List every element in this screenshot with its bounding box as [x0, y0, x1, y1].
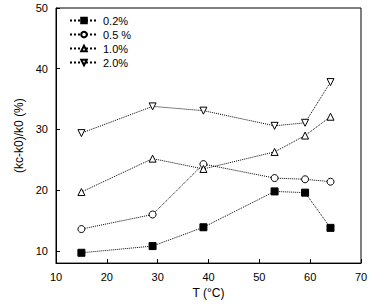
svg-text:40: 40	[36, 63, 48, 75]
svg-text:20: 20	[36, 184, 48, 196]
svg-text:30: 30	[36, 123, 48, 135]
svg-text:70: 70	[355, 271, 367, 283]
svg-text:T (°C): T (°C)	[193, 286, 225, 300]
svg-text:1.0%: 1.0%	[103, 43, 128, 55]
svg-text:(kc-k0)/k0 (%): (kc-k0)/k0 (%)	[12, 98, 26, 173]
svg-text:60: 60	[304, 271, 316, 283]
svg-text:40: 40	[202, 271, 214, 283]
svg-text:10: 10	[50, 271, 62, 283]
svg-text:50: 50	[36, 2, 48, 14]
svg-text:2.0%: 2.0%	[103, 57, 128, 69]
svg-text:50: 50	[253, 271, 265, 283]
svg-text:20: 20	[101, 271, 113, 283]
svg-text:0.5 %: 0.5 %	[103, 29, 131, 41]
svg-text:10: 10	[36, 245, 48, 257]
svg-text:30: 30	[152, 271, 164, 283]
svg-text:0.2%: 0.2%	[103, 15, 128, 27]
